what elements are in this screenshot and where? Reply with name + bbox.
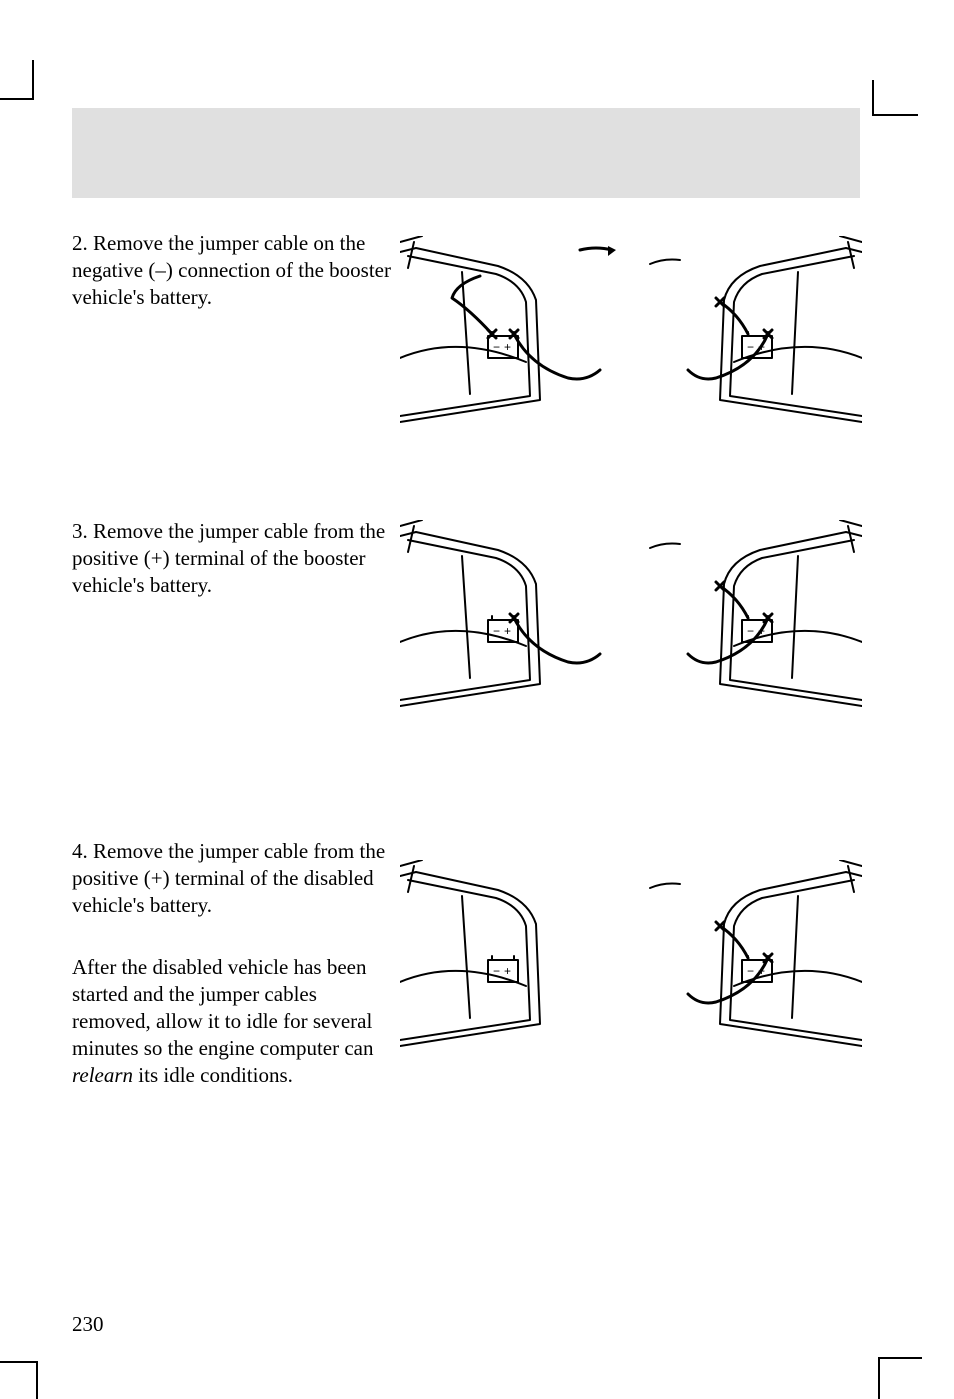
crop-mark [878,1359,880,1399]
header-banner [72,108,860,198]
step-3-text: 3. Remove the jumper cable from the posi… [72,518,392,599]
svg-text:−: − [493,624,500,638]
svg-text:+: + [504,964,511,978]
after-paragraph: After the disabled vehicle has been star… [72,954,392,1088]
svg-text:−: − [747,624,754,638]
svg-text:+: + [504,624,511,638]
step-4-text: 4. Remove the jumper cable from the posi… [72,838,392,919]
crop-mark [32,60,34,98]
step-2-text: 2. Remove the jumper cable on the negati… [72,230,392,311]
svg-text:−: − [493,340,500,354]
svg-text:+: + [504,340,511,354]
crop-mark [872,80,874,114]
crop-mark [0,98,34,100]
figure-step-4: −+−+ [400,860,862,1050]
figure-step-2: −+−+ [400,236,862,426]
crop-mark [878,1357,922,1359]
svg-text:−: − [747,340,754,354]
after-pre: After the disabled vehicle has been star… [72,955,374,1060]
after-italic: relearn [72,1063,133,1087]
svg-text:−: − [747,964,754,978]
crop-mark [0,1361,38,1363]
figure-step-3: −+−+ [400,520,862,710]
crop-mark [36,1363,38,1399]
after-post: its idle conditions. [133,1063,293,1087]
crop-mark [872,114,918,116]
page-number: 230 [72,1312,104,1337]
svg-text:−: − [493,964,500,978]
